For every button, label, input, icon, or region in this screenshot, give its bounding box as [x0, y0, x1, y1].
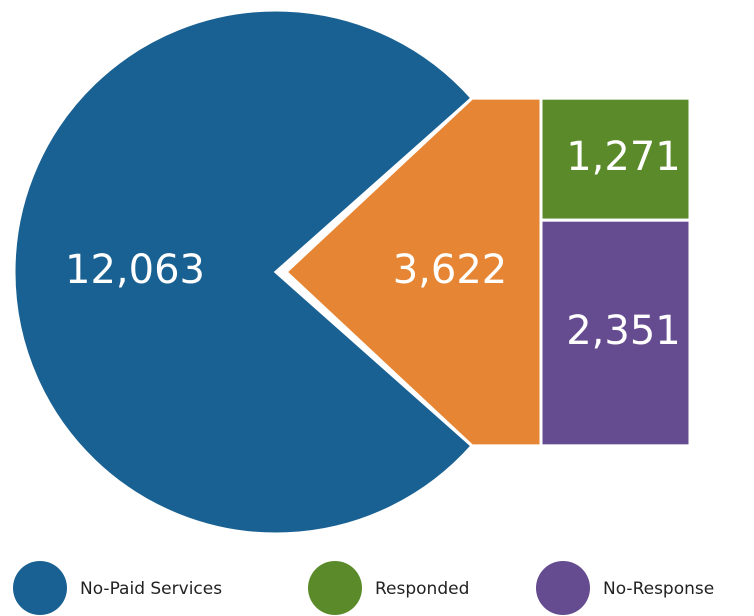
data-label: 3,622: [393, 247, 508, 293]
bar-segment: [539, 96, 692, 222]
legend-swatch: [536, 561, 590, 615]
data-label: 12,063: [65, 247, 205, 293]
bar-segment: [539, 218, 692, 448]
legend-label: No-Response: [603, 579, 714, 599]
legend-swatch: [13, 561, 67, 615]
data-label: 1,271: [566, 134, 681, 180]
pie-slice: [12, 8, 475, 536]
legend-label: No-Paid Services: [80, 579, 222, 599]
data-label: 2,351: [566, 308, 681, 354]
legend-label: Responded: [375, 579, 469, 599]
legend-swatch: [308, 561, 362, 615]
